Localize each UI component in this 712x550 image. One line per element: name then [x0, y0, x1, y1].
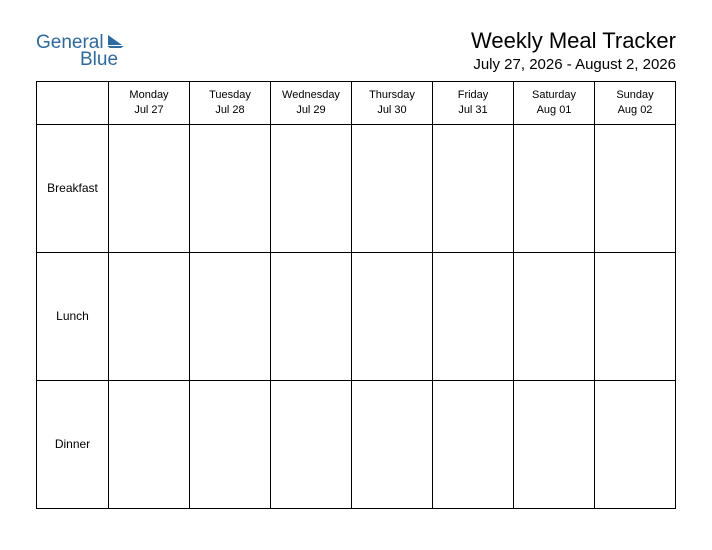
cell [190, 124, 271, 252]
row-label-lunch: Lunch [37, 252, 109, 380]
cell [109, 124, 190, 252]
cell [352, 124, 433, 252]
table-row: Breakfast [37, 124, 676, 252]
page-title: Weekly Meal Tracker [471, 28, 676, 54]
day-name: Wednesday [273, 88, 349, 103]
title-block: Weekly Meal Tracker July 27, 2026 - Augu… [471, 28, 676, 73]
col-head-thu: Thursday Jul 30 [352, 82, 433, 125]
cell [433, 380, 514, 508]
day-date: Aug 02 [597, 103, 673, 118]
corner-cell [37, 82, 109, 125]
day-date: Jul 29 [273, 103, 349, 118]
cell [109, 380, 190, 508]
table-row: Dinner [37, 380, 676, 508]
cell [190, 252, 271, 380]
cell [271, 380, 352, 508]
logo: General Blue [36, 32, 126, 69]
day-name: Monday [111, 88, 187, 103]
col-head-fri: Friday Jul 31 [433, 82, 514, 125]
day-name: Sunday [597, 88, 673, 103]
day-name: Tuesday [192, 88, 268, 103]
date-range: July 27, 2026 - August 2, 2026 [471, 56, 676, 73]
day-name: Saturday [516, 88, 592, 103]
cell [514, 124, 595, 252]
day-date: Jul 31 [435, 103, 511, 118]
cell [190, 380, 271, 508]
logo-text-blue: Blue [80, 50, 126, 69]
col-head-sat: Saturday Aug 01 [514, 82, 595, 125]
day-name: Friday [435, 88, 511, 103]
day-date: Jul 30 [354, 103, 430, 118]
row-label-breakfast: Breakfast [37, 124, 109, 252]
day-date: Aug 01 [516, 103, 592, 118]
meal-tracker-table: Monday Jul 27 Tuesday Jul 28 Wednesday J… [36, 81, 676, 509]
cell [109, 252, 190, 380]
col-head-mon: Monday Jul 27 [109, 82, 190, 125]
cell [271, 124, 352, 252]
cell [352, 380, 433, 508]
day-date: Jul 28 [192, 103, 268, 118]
row-label-dinner: Dinner [37, 380, 109, 508]
col-head-sun: Sunday Aug 02 [595, 82, 676, 125]
cell [595, 252, 676, 380]
cell [433, 124, 514, 252]
col-head-tue: Tuesday Jul 28 [190, 82, 271, 125]
cell [595, 380, 676, 508]
day-name: Thursday [354, 88, 430, 103]
table-header-row: Monday Jul 27 Tuesday Jul 28 Wednesday J… [37, 82, 676, 125]
header: General Blue Weekly Meal Tracker July 27… [36, 28, 676, 73]
cell [595, 124, 676, 252]
col-head-wed: Wednesday Jul 29 [271, 82, 352, 125]
table-row: Lunch [37, 252, 676, 380]
cell [514, 380, 595, 508]
cell [352, 252, 433, 380]
cell [271, 252, 352, 380]
cell [514, 252, 595, 380]
cell [433, 252, 514, 380]
day-date: Jul 27 [111, 103, 187, 118]
